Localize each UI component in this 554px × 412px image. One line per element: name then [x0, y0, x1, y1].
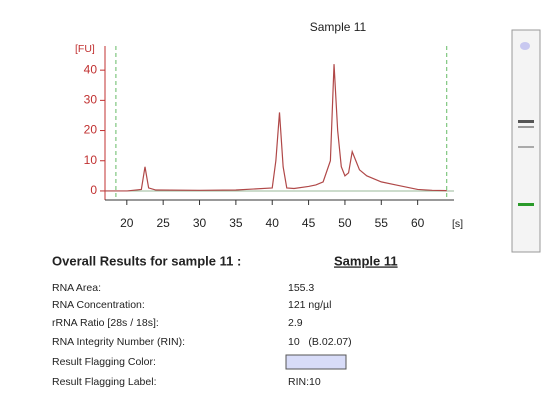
x-tick-label: 55 — [375, 216, 389, 230]
result-value: 10 (B.02.07) — [288, 336, 352, 348]
gel-band — [518, 203, 534, 206]
result-label: Result Flagging Color: — [52, 356, 156, 368]
x-tick-label: 25 — [156, 216, 170, 230]
result-label: rRNA Ratio [28s / 18s]: — [52, 317, 159, 329]
result-label: Result Flagging Label: — [52, 376, 156, 388]
result-label: RNA Concentration: — [52, 299, 145, 311]
results-heading: Overall Results for sample 11 : — [52, 253, 241, 268]
x-axis-label: [s] — [452, 218, 463, 230]
y-tick-label: 20 — [84, 123, 98, 137]
gel-band — [518, 146, 534, 148]
y-tick-label: 30 — [84, 93, 98, 107]
result-label: RNA Integrity Number (RIN): — [52, 336, 185, 348]
x-tick-label: 45 — [302, 216, 316, 230]
gel-marker — [520, 42, 530, 50]
chart-title: Sample 11 — [310, 20, 367, 34]
gel-band — [518, 126, 534, 128]
x-tick-label: 60 — [411, 216, 425, 230]
x-tick-label: 30 — [193, 216, 207, 230]
x-tick-label: 50 — [338, 216, 352, 230]
result-value: 155.3 — [288, 282, 314, 294]
result-value: RIN:10 — [288, 376, 321, 388]
results-sample: Sample 11 — [334, 253, 398, 268]
gel-lane — [511, 29, 541, 253]
gel-frame — [511, 29, 541, 253]
y-tick-label: 0 — [90, 183, 97, 197]
result-value: 121 ng/µl — [288, 299, 331, 311]
result-value: 2.9 — [288, 317, 303, 329]
result-label: RNA Area: — [52, 282, 101, 294]
y-tick-label: 10 — [84, 153, 98, 167]
y-tick-label: 40 — [84, 62, 98, 76]
x-tick-label: 40 — [266, 216, 280, 230]
x-tick-label: 35 — [229, 216, 243, 230]
flag-color — [285, 354, 347, 370]
y-axis-label: [FU] — [75, 43, 95, 55]
trace — [105, 64, 447, 192]
gel-band — [518, 120, 534, 123]
x-tick-label: 20 — [120, 216, 134, 230]
